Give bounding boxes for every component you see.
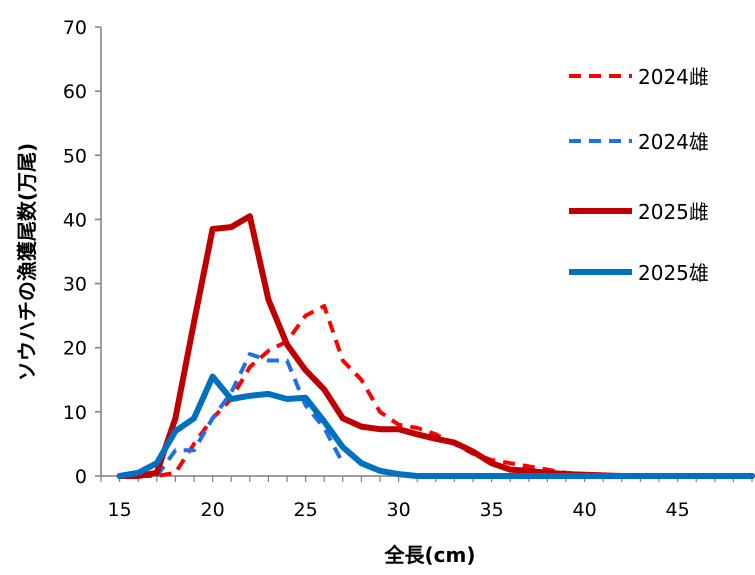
x-tick-label: 25 xyxy=(294,499,318,521)
series-line xyxy=(116,213,755,479)
legend-label: 2024雄 xyxy=(638,130,709,154)
y-axis-title: ソウハチの漁獲尾数(万尾) xyxy=(15,143,39,381)
y-tick-label: 40 xyxy=(63,209,87,231)
x-tick-label: 15 xyxy=(108,499,132,521)
series-line xyxy=(116,373,755,479)
y-tick-label: 10 xyxy=(63,402,87,424)
y-tick-label: 20 xyxy=(63,338,87,360)
legend-label: 2025雄 xyxy=(638,261,709,285)
series-line xyxy=(155,352,345,478)
x-tick-label: 40 xyxy=(573,499,597,521)
legend: 2024雌 2024雄 2025雌 2025雄 xyxy=(569,65,709,285)
y-tick-label: 0 xyxy=(75,466,87,488)
y-tick-label: 60 xyxy=(63,81,87,103)
y-tick-label: 70 xyxy=(63,17,87,39)
x-tick-label: 45 xyxy=(666,499,690,521)
x-tick-label: 35 xyxy=(480,499,504,521)
x-tick-label: 30 xyxy=(387,499,411,521)
x-axis-title: 全長(cm) xyxy=(384,543,476,567)
legend-label: 2025雌 xyxy=(638,200,709,224)
y-tick-label: 30 xyxy=(63,274,87,296)
series-layer xyxy=(116,213,755,479)
y-tick-label: 50 xyxy=(63,145,87,167)
axes: 0 10 20 30 40 50 60 70 15 20 25 30 35 40 45 xyxy=(63,17,753,521)
legend-label: 2024雌 xyxy=(638,65,709,89)
series-line xyxy=(119,304,752,478)
x-tick-label: 20 xyxy=(201,499,225,521)
